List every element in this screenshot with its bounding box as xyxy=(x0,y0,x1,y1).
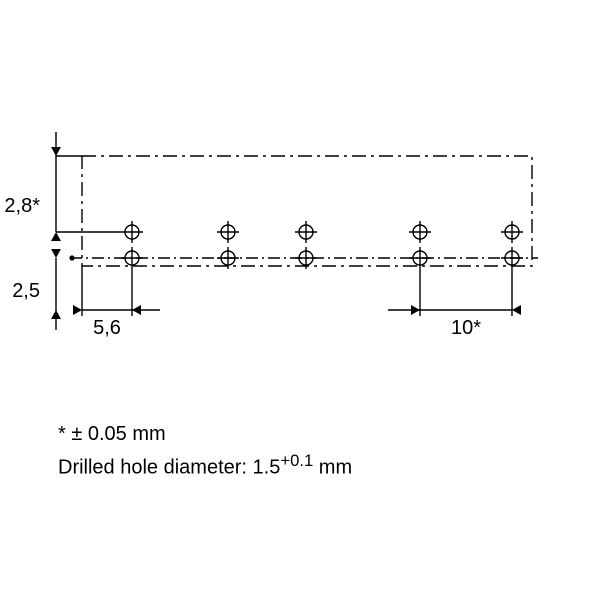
svg-text:2,5: 2,5 xyxy=(12,280,40,302)
hole-symbol xyxy=(217,221,239,243)
notes-block: * ± 0.05 mm Drilled hole diameter: 1.5+0… xyxy=(58,420,352,483)
hole-symbol xyxy=(121,221,143,243)
drilling-pattern-figure: 2,8* 2,5 5,6 10* xyxy=(0,0,600,600)
centerline-dot xyxy=(69,255,74,260)
drill-note: Drilled hole diameter: 1.5+0.1 mm xyxy=(58,449,352,483)
svg-text:2,8*: 2,8* xyxy=(4,195,40,217)
svg-text:10*: 10* xyxy=(451,317,481,339)
pcb-outline xyxy=(82,156,532,266)
svg-text:5,6: 5,6 xyxy=(93,317,121,339)
hole-symbol xyxy=(501,221,523,243)
hole-symbol xyxy=(409,221,431,243)
hole-symbol xyxy=(295,221,317,243)
tolerance-note: * ± 0.05 mm xyxy=(58,420,352,449)
